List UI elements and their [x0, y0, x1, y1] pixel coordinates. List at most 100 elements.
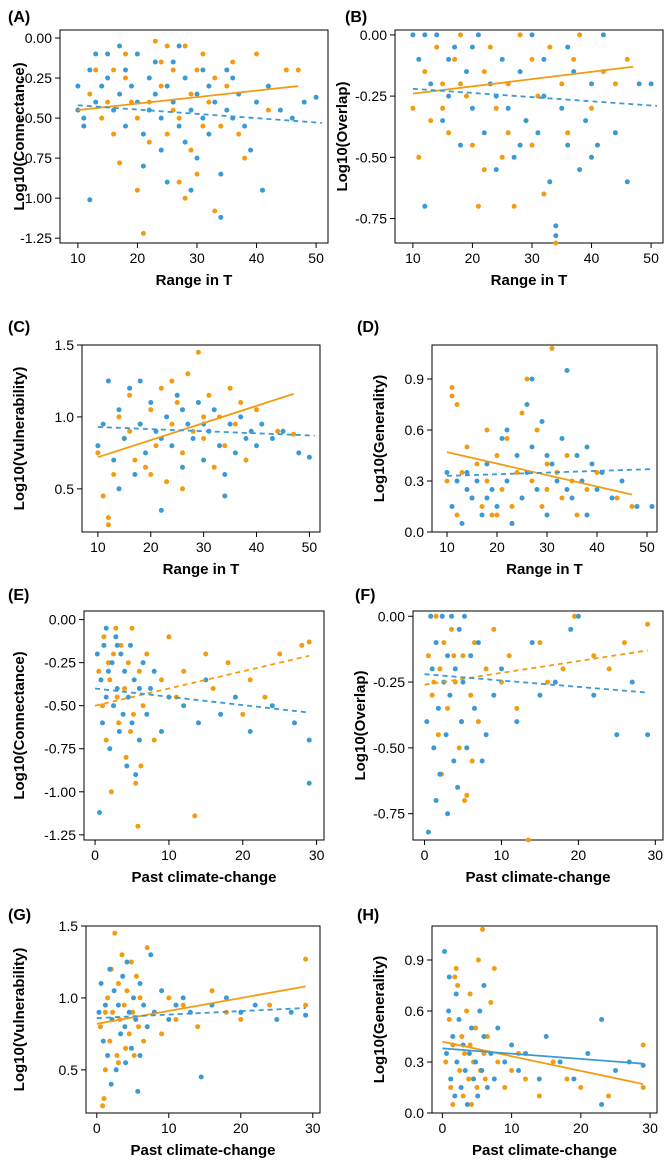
- data-point-blue: [552, 679, 558, 685]
- x-tick-label: 40: [249, 250, 265, 266]
- data-point-blue: [269, 436, 275, 441]
- data-point-blue: [479, 1068, 485, 1073]
- data-point-blue: [516, 1068, 521, 1073]
- data-point-blue: [517, 69, 523, 75]
- data-point-orange: [210, 686, 216, 691]
- data-point-blue: [158, 507, 164, 513]
- data-point-blue: [502, 1059, 508, 1065]
- data-point-blue: [296, 450, 302, 456]
- data-point-orange: [550, 1059, 556, 1065]
- y-tick-label: 0.0: [405, 524, 425, 540]
- data-point-orange: [135, 823, 141, 829]
- data-point-orange: [487, 44, 493, 50]
- x-tick-label: 30: [305, 1120, 321, 1136]
- data-point-blue: [259, 421, 265, 427]
- data-point-blue: [158, 147, 164, 153]
- data-point-blue: [303, 1012, 309, 1018]
- data-point-blue: [227, 421, 233, 427]
- data-point-orange: [123, 51, 128, 57]
- data-point-blue: [306, 780, 312, 786]
- data-point-blue: [564, 368, 570, 373]
- data-point-orange: [541, 191, 547, 197]
- data-point-blue: [116, 729, 122, 734]
- data-point-blue: [195, 400, 201, 405]
- panel-g: (G) 0 10 20 30 0.5 1.0 1.5 Past climate-change Lo…: [8, 907, 321, 1159]
- data-point-blue: [137, 981, 143, 986]
- y-axis-title: Log10(Overlap): [334, 81, 351, 191]
- data-point-orange: [114, 1053, 120, 1058]
- data-point-blue: [211, 407, 217, 413]
- x-tick-label: 30: [196, 539, 212, 555]
- data-point-blue: [102, 1002, 108, 1008]
- data-point-orange: [130, 1009, 136, 1015]
- data-point-orange: [606, 1093, 611, 1099]
- plot-frame: [59, 29, 329, 244]
- panel-b: (B) 10 20 30 40 50 0.00 -0.25 -0.50 -0.75 Range in…: [334, 9, 664, 289]
- data-point-orange: [462, 798, 467, 803]
- trend-line-orange: [96, 985, 306, 1025]
- data-point-orange: [115, 981, 121, 986]
- y-tick-label: 0.00: [360, 27, 387, 43]
- data-point-orange: [209, 988, 215, 994]
- data-point-orange: [283, 67, 289, 73]
- data-point-blue: [98, 981, 104, 986]
- trend-line-blue: [97, 426, 315, 437]
- x-axis-title: Past climate-change: [131, 869, 276, 886]
- data-point-orange: [440, 105, 446, 111]
- data-point-blue: [105, 51, 111, 57]
- y-tick-label: 0.00: [378, 608, 405, 624]
- data-point-orange: [519, 410, 525, 416]
- data-point-blue: [117, 43, 123, 49]
- data-point-orange: [115, 1060, 121, 1066]
- data-point-blue: [477, 1008, 483, 1014]
- data-point-orange: [524, 376, 530, 382]
- data-point-orange: [467, 991, 473, 997]
- data-point-blue: [218, 711, 224, 717]
- x-tick-label: 20: [130, 250, 146, 266]
- trend-line-blue: [442, 1047, 644, 1065]
- data-point-orange: [612, 81, 618, 87]
- data-point-orange: [140, 703, 146, 709]
- data-point-blue: [612, 130, 618, 136]
- y-tick-label: -1.25: [44, 827, 76, 843]
- data-point-orange: [203, 651, 209, 657]
- data-point-blue: [181, 703, 187, 709]
- data-point-blue: [144, 711, 150, 717]
- data-point-blue: [529, 32, 535, 38]
- panel-d: (D) 10 20 30 40 50 0.0 0.3 0.6 0.9 Range in T Log10…: [357, 319, 658, 578]
- data-point-orange: [166, 634, 172, 640]
- data-point-orange: [455, 983, 461, 988]
- panel-h: (H) 0 10 20 30 0.0 0.3 0.6 0.9 Past climate-chang…: [357, 907, 658, 1159]
- trend-line-orange: [97, 393, 294, 459]
- panel-label: (H): [357, 907, 379, 924]
- data-point-orange: [441, 640, 447, 646]
- data-point-orange: [483, 666, 489, 672]
- x-tick-label: 50: [643, 250, 659, 266]
- data-point-orange: [211, 464, 217, 470]
- data-point-orange: [107, 1038, 113, 1044]
- data-point-orange: [238, 1017, 244, 1022]
- x-axis-title: Range in T: [156, 272, 233, 289]
- data-point-blue: [454, 478, 460, 484]
- data-point-blue: [428, 81, 434, 87]
- data-point-orange: [435, 732, 441, 738]
- data-point-orange: [133, 973, 139, 979]
- data-point-blue: [133, 772, 139, 778]
- data-point-blue: [140, 131, 146, 137]
- data-point-orange: [425, 653, 431, 659]
- data-point-orange: [105, 660, 111, 666]
- data-point-blue: [170, 99, 176, 105]
- data-point-orange: [454, 402, 460, 407]
- data-point-orange: [164, 43, 170, 49]
- x-tick-label: 0: [91, 847, 99, 863]
- data-point-blue: [148, 400, 154, 405]
- data-point-blue: [100, 421, 106, 427]
- data-point-orange: [107, 677, 113, 683]
- data-point-orange: [537, 640, 543, 646]
- data-point-blue: [151, 668, 157, 674]
- data-point-blue: [491, 692, 497, 698]
- data-point-blue: [449, 613, 454, 619]
- x-axis-title: Range in T: [163, 561, 240, 578]
- data-point-orange: [97, 1024, 103, 1030]
- data-point-blue: [469, 495, 475, 501]
